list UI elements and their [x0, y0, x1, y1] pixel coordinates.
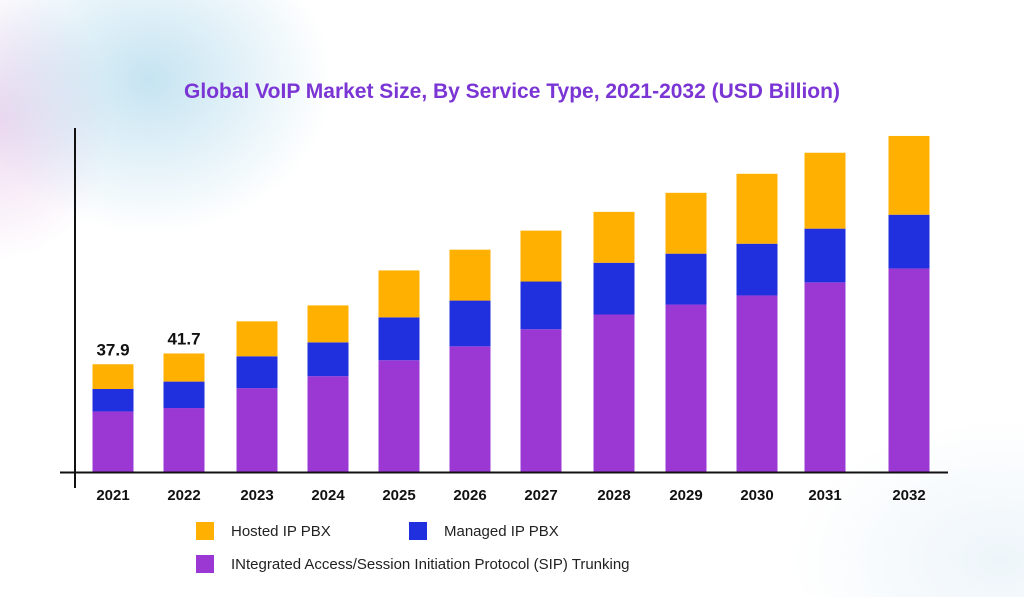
bar-segment-2029-2: [665, 192, 707, 254]
bar-segment-2023-0: [236, 388, 278, 472]
bar-segment-2026-0: [449, 346, 491, 472]
x-tick-label: 2021: [96, 487, 129, 504]
bar-segment-2032-2: [888, 135, 930, 215]
bar-segment-2023-1: [236, 356, 278, 389]
bar-segment-2030-1: [736, 243, 778, 296]
bar-segment-2026-2: [449, 249, 491, 301]
legend-label-managed: Managed IP PBX: [444, 522, 559, 540]
bar-segment-2025-2: [378, 270, 420, 318]
bar-segment-2028-1: [593, 262, 635, 315]
x-tick-label: 2029: [669, 487, 702, 504]
bar-segment-2030-2: [736, 173, 778, 244]
bar-segment-2021-0: [92, 411, 134, 472]
bar-segment-2032-1: [888, 214, 930, 269]
legend-item-sip: INtegrated Access/Session Initiation Pro…: [196, 555, 630, 573]
bar-segment-2021-1: [92, 388, 134, 412]
legend-item-hosted: Hosted IP PBX: [196, 522, 331, 540]
data-label: 41.7: [167, 329, 200, 348]
x-tick-label: 2031: [808, 487, 841, 504]
legend-item-managed: Managed IP PBX: [409, 522, 559, 540]
bar-segment-2027-1: [520, 281, 562, 330]
x-tick-label: 2032: [892, 487, 925, 504]
data-label: 37.9: [96, 340, 129, 359]
bar-segment-2025-0: [378, 360, 420, 472]
chart-title: Global VoIP Market Size, By Service Type…: [184, 80, 840, 103]
bar-segment-2024-0: [307, 376, 349, 472]
bar-segment-2025-1: [378, 317, 420, 361]
bar-segment-2022-0: [163, 408, 205, 472]
x-tick-label: 2026: [453, 487, 486, 504]
bar-segment-2027-2: [520, 230, 562, 282]
x-tick-label: 2027: [524, 487, 557, 504]
bar-segment-2030-0: [736, 295, 778, 472]
legend-swatch-managed: [409, 522, 427, 540]
bar-segment-2023-2: [236, 321, 278, 357]
x-tick-label: 2023: [240, 487, 273, 504]
x-tick-label: 2030: [740, 487, 773, 504]
x-tick-label: 2024: [311, 487, 345, 504]
x-tick-label: 2028: [597, 487, 630, 504]
legend-label-hosted: Hosted IP PBX: [231, 522, 331, 540]
bar-segment-2031-1: [804, 228, 846, 283]
bar-segment-2022-1: [163, 381, 205, 409]
legend-swatch-sip: [196, 555, 214, 573]
legend-swatch-hosted: [196, 522, 214, 540]
bar-segment-2026-1: [449, 300, 491, 347]
bar-segment-2022-2: [163, 353, 205, 382]
legend-label-sip: INtegrated Access/Session Initiation Pro…: [231, 555, 630, 573]
bar-segment-2024-2: [307, 305, 349, 343]
x-tick-label: 2025: [382, 487, 415, 504]
bar-segment-2031-2: [804, 152, 846, 229]
x-tick-label: 2022: [167, 487, 200, 504]
bar-segment-2028-2: [593, 211, 635, 263]
bar-segment-2031-0: [804, 282, 846, 472]
bar-segment-2028-0: [593, 314, 635, 472]
bar-segment-2027-0: [520, 329, 562, 472]
bar-segment-2032-0: [888, 268, 930, 472]
bar-segment-2029-0: [665, 304, 707, 472]
bar-segment-2021-2: [92, 364, 134, 389]
bar-segment-2024-1: [307, 342, 349, 377]
bar-segment-2029-1: [665, 253, 707, 305]
